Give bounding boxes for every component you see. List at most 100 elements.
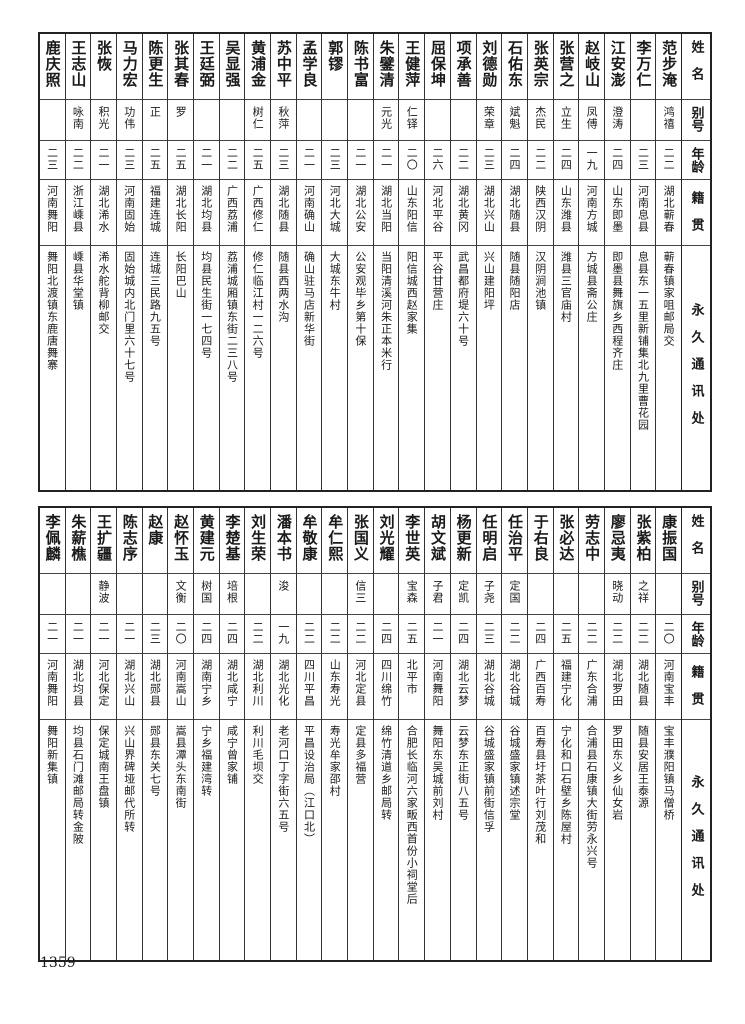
- origin-text: 湖北利川: [251, 659, 265, 707]
- cell-alias: 静波: [91, 574, 116, 615]
- name-text: 黄建元: [197, 514, 216, 562]
- person-record: 张其春罗二五 湖北长阳 长阳巴山: [167, 34, 193, 490]
- person-record: 张紫柏 之祥 二二 湖北随县 随县安居王泰源: [629, 508, 656, 960]
- alias-text: 凤傅: [585, 106, 599, 130]
- cell-name: 陈书富: [348, 34, 373, 100]
- age-text: 二六: [430, 147, 444, 171]
- cell-age: 二四: [373, 615, 399, 654]
- cell-address: 舞阳东吴城前刘村: [425, 720, 450, 960]
- age-text: 二一: [430, 621, 444, 645]
- address-text: 随县西两水沟: [276, 251, 290, 323]
- cell-age: 二二: [527, 141, 553, 180]
- cell-origin: 河南固始: [116, 180, 142, 246]
- age-text: 二五: [559, 621, 573, 645]
- person-record: 屈保坤 二六 河北平谷 平谷甘营庄: [424, 34, 450, 490]
- cell-alias: 凤傅: [579, 100, 604, 141]
- age-text: 二二: [71, 147, 85, 171]
- person-record: 石佑东 斌魁 二四 湖北随县 随县随阳店: [501, 34, 527, 490]
- address-text: 绵竹清道乡邮局转: [379, 725, 393, 821]
- name-text: 潘本书: [274, 514, 293, 562]
- address-text: 合肥长临河六家畈西首份小祠堂后: [405, 725, 419, 905]
- origin-text: 河南息县: [636, 185, 650, 233]
- header-label-origin: 籍贯: [688, 191, 704, 245]
- cell-origin: 四川绵竹: [373, 654, 399, 720]
- name-text: 孟学良: [300, 40, 319, 88]
- address-text: 定县多福营: [353, 725, 367, 785]
- person-record: 李万仁 二三 河南息县 息县东一五里新铺集北九里曹花园: [629, 34, 656, 490]
- cell-alias: 功伟: [116, 100, 142, 141]
- cell-name: 江安澎: [604, 34, 630, 100]
- person-record: 李佩麟 二一 河南舞阳 舞阳新集镇: [39, 508, 65, 960]
- name-text: 任治平: [506, 514, 525, 562]
- cell-alias: [219, 100, 245, 141]
- age-text: 二四: [508, 147, 522, 171]
- cell-origin: 湖北郧县: [142, 654, 168, 720]
- cell-address: 百寿县圩茶叶行刘茂和: [528, 720, 553, 960]
- person-record: 潘本书浚一九 湖北光化 老河口丁字街六五号: [270, 508, 296, 960]
- alias-text: 荣章: [482, 106, 496, 130]
- address-text: 兴山建阳坪: [482, 251, 496, 311]
- cell-age: 二二: [630, 615, 656, 654]
- person-record: 于右良 二四 广西百寿 百寿县圩茶叶行刘茂和: [526, 508, 553, 960]
- cell-age: 二二: [245, 615, 270, 654]
- address-text: 连城三民路九五号: [148, 251, 162, 347]
- address-text: 汉阴涧池镇: [533, 251, 547, 311]
- cell-origin: 四川平昌: [296, 654, 322, 720]
- person-record: 鹿庆照 二三 河南舞阳 舞阳北渡镇东鹿唐舞寨: [39, 34, 65, 490]
- age-text: 二四: [199, 621, 213, 645]
- header-label-name: 姓名: [688, 514, 704, 568]
- cell-name: 赵怀玉: [168, 508, 193, 574]
- cell-alias: 咏南: [65, 100, 91, 141]
- origin-text: 湖北随县: [508, 185, 522, 233]
- header-label-alias: 别号: [688, 106, 704, 132]
- cell-age: 二一: [116, 615, 142, 654]
- cell-address: 老河口丁字街六五号: [271, 720, 296, 960]
- origin-text: 湖北蕲春: [662, 185, 676, 233]
- cell-address: 随县安居王泰源: [631, 720, 656, 960]
- address-text: 潍县三官庙村: [559, 251, 573, 323]
- age-text: 二二: [610, 621, 624, 645]
- cell-age: 二五: [553, 615, 579, 654]
- age-text: 二三: [45, 147, 59, 171]
- origin-text: 河南确山: [302, 185, 316, 233]
- origin-text: 四川平昌: [302, 659, 316, 707]
- origin-text: 湖北谷城: [508, 659, 522, 707]
- address-text: 合浦县石康镇大街劳永兴号: [585, 725, 599, 869]
- cell-age: 二三: [116, 141, 142, 180]
- person-record: 黄浦金 树仁 二五 广西修仁 修仁临江村一二六号: [244, 34, 270, 490]
- origin-text: 湖北浠水: [97, 185, 111, 233]
- age-text: 二一: [45, 621, 59, 645]
- cell-alias: 信三: [348, 574, 373, 615]
- name-text: 马力宏: [120, 40, 139, 88]
- person-record: 李楚基 培根 二四 湖北咸宁 咸宁曾家铺: [218, 508, 245, 960]
- cell-age: 二三: [271, 141, 296, 180]
- alias-text: 鸿禧: [662, 106, 676, 130]
- address-text: 宁化和口石壁乡陈屋村: [559, 725, 573, 845]
- origin-text: 湖南宁乡: [199, 659, 213, 707]
- person-record: 黄建元 树国 二四 湖南宁乡 宁乡福建湾转: [192, 508, 219, 960]
- age-text: 二三: [122, 147, 136, 171]
- cell-address: 嵊县华堂镇: [66, 246, 91, 490]
- alias-text: 宝森: [405, 580, 419, 604]
- cell-origin: 湖北长阳: [168, 180, 193, 246]
- origin-text: 河南嵩山: [174, 659, 188, 707]
- name-text: 杨更新: [454, 514, 473, 562]
- cell-alias: [527, 574, 553, 615]
- name-text: 赵康: [146, 514, 165, 546]
- person-record: 项承善 二二 湖北黄冈 武昌都府堤六十号: [449, 34, 476, 490]
- age-text: 二五: [148, 147, 162, 171]
- person-record: 马力宏 功伟 二三 河南固始 固始城内北门里六十七号: [115, 34, 142, 490]
- cell-address: 保定城南王盘镇: [91, 720, 116, 960]
- age-text: 一九: [276, 621, 290, 645]
- origin-text: 湖北谷城: [482, 659, 496, 707]
- cell-alias: [39, 574, 65, 615]
- cell-alias: [296, 574, 322, 615]
- cell-age: 一九: [579, 141, 604, 180]
- cell-name: 王廷弼: [193, 34, 219, 100]
- name-text: 劳志中: [583, 514, 602, 562]
- name-text: 李佩麟: [43, 514, 62, 562]
- age-text: 二二: [585, 621, 599, 645]
- name-text: 吴显强: [223, 40, 242, 88]
- name-text: 王志山: [69, 40, 88, 88]
- address-text: 嵊县华堂镇: [71, 251, 85, 311]
